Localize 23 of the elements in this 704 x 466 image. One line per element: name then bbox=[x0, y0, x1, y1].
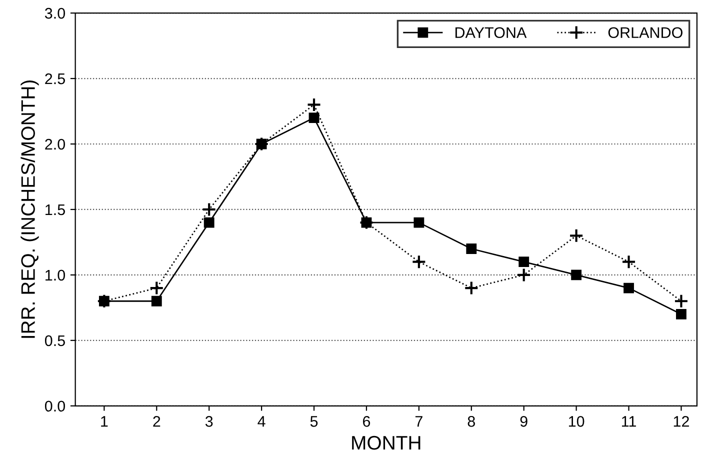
legend-label: ORLANDO bbox=[608, 27, 682, 38]
x-tick-label: 1 bbox=[101, 416, 108, 427]
y-tick-label: 1.0 bbox=[46, 270, 66, 281]
x-tick-label: 9 bbox=[520, 416, 528, 427]
y-axis-title: IRR. REQ. (INCHES/MONTH) bbox=[20, 80, 39, 338]
x-tick-label: 11 bbox=[622, 416, 636, 427]
y-tick-label: 2.5 bbox=[45, 73, 65, 84]
y-tick-label: 2.0 bbox=[45, 138, 66, 150]
x-axis-title: MONTH bbox=[352, 436, 420, 450]
y-tick-label: 0.0 bbox=[44, 400, 66, 412]
x-tick-label: 8 bbox=[468, 416, 475, 427]
y-tick-label: 1.5 bbox=[46, 204, 65, 216]
y-tick-label: 3.0 bbox=[44, 8, 66, 19]
x-tick-label: 7 bbox=[415, 416, 422, 427]
x-tick-label: 12 bbox=[674, 416, 689, 427]
x-tick-label: 6 bbox=[363, 416, 370, 427]
x-tick-label: 4 bbox=[258, 416, 266, 427]
legend-label: DAYTONA bbox=[455, 27, 527, 38]
y-tick-label: 0.5 bbox=[44, 335, 65, 346]
x-tick-label: 3 bbox=[205, 416, 213, 427]
x-tick-label: 10 bbox=[568, 416, 584, 427]
x-tick-label: 5 bbox=[310, 416, 318, 427]
x-tick-label: 2 bbox=[153, 416, 160, 427]
